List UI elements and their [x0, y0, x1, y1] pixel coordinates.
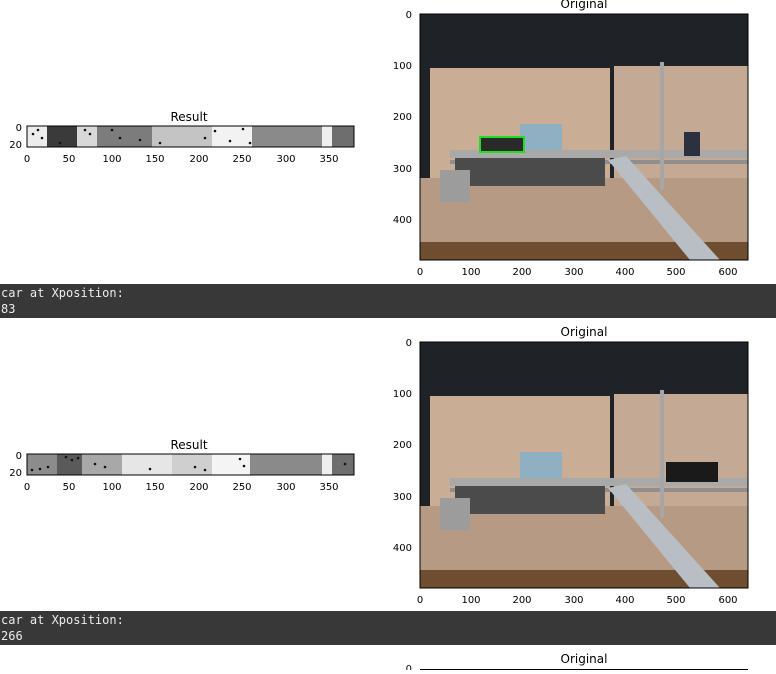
original-xtick: 500 — [666, 595, 685, 606]
result-xtick: 100 — [102, 154, 121, 165]
output-cell-2: Result 0 20 0 50 10 — [0, 318, 776, 611]
result-xtick: 250 — [232, 154, 251, 165]
result-xtick: 350 — [319, 482, 338, 493]
figure-3: Original 0 — [406, 652, 748, 674]
result-xtick: 300 — [276, 154, 295, 165]
output-cell-1: Result 0 20 0 50 10 — [0, 0, 776, 284]
figure-2: Result 0 20 0 50 10 — [9, 325, 749, 606]
original-ytick: 0 — [406, 10, 412, 21]
original-xtick: 200 — [512, 267, 531, 278]
original-title: Original — [561, 652, 608, 666]
result-ytick: 20 — [9, 468, 22, 479]
original-ytick: 400 — [393, 215, 412, 226]
result-xtick: 250 — [232, 482, 251, 493]
result-xtick: 350 — [319, 154, 338, 165]
original-image — [419, 341, 749, 589]
stdout-value: 266 — [1, 629, 23, 643]
stdout-block-2: car at Xposition: 266 — [0, 611, 776, 645]
stdout-line: car at Xposition: — [1, 286, 124, 300]
result-xtick: 50 — [63, 154, 76, 165]
original-xtick: 400 — [615, 595, 634, 606]
result-xtick: 0 — [24, 482, 30, 493]
original-ytick: 0 — [406, 664, 412, 670]
original-xtick: 300 — [564, 595, 583, 606]
result-image — [26, 125, 355, 148]
result-ytick: 0 — [16, 123, 22, 134]
result-xtick: 300 — [276, 482, 295, 493]
stdout-block-1: car at Xposition: 83 — [0, 284, 776, 318]
original-xtick: 0 — [417, 595, 423, 606]
original-ytick: 300 — [393, 164, 412, 175]
original-ytick: 200 — [393, 440, 412, 451]
original-xtick: 100 — [461, 267, 480, 278]
original-ytick: 0 — [406, 338, 412, 349]
output-cell-3: Original 0 — [0, 645, 776, 674]
result-title: Result — [170, 110, 207, 124]
original-image — [419, 13, 749, 261]
original-title: Original — [561, 325, 608, 339]
result-ytick: 0 — [16, 451, 22, 462]
original-xtick: 400 — [615, 267, 634, 278]
detection-box — [479, 136, 525, 153]
original-ytick: 300 — [393, 492, 412, 503]
original-xtick: 300 — [564, 267, 583, 278]
original-ytick: 100 — [393, 389, 412, 400]
stdout-value: 83 — [1, 302, 16, 316]
original-xtick: 100 — [461, 595, 480, 606]
result-xtick: 150 — [145, 482, 164, 493]
result-title: Result — [170, 438, 207, 452]
original-xtick: 0 — [417, 267, 423, 278]
stdout-line: car at Xposition: — [1, 613, 124, 627]
result-xtick: 200 — [189, 482, 208, 493]
original-xtick: 500 — [666, 267, 685, 278]
result-image — [26, 453, 355, 476]
original-ytick: 200 — [393, 112, 412, 123]
original-title: Original — [561, 0, 608, 11]
original-ytick: 400 — [393, 543, 412, 554]
original-ytick: 100 — [393, 61, 412, 72]
figure-1: Result 0 20 0 50 10 — [9, 0, 749, 278]
result-ytick: 20 — [9, 140, 22, 151]
result-xtick: 50 — [63, 482, 76, 493]
original-xtick: 600 — [718, 595, 737, 606]
result-xtick: 150 — [145, 154, 164, 165]
result-xtick: 200 — [189, 154, 208, 165]
original-xtick: 600 — [718, 267, 737, 278]
result-xtick: 100 — [102, 482, 121, 493]
original-xtick: 200 — [512, 595, 531, 606]
result-xtick: 0 — [24, 154, 30, 165]
